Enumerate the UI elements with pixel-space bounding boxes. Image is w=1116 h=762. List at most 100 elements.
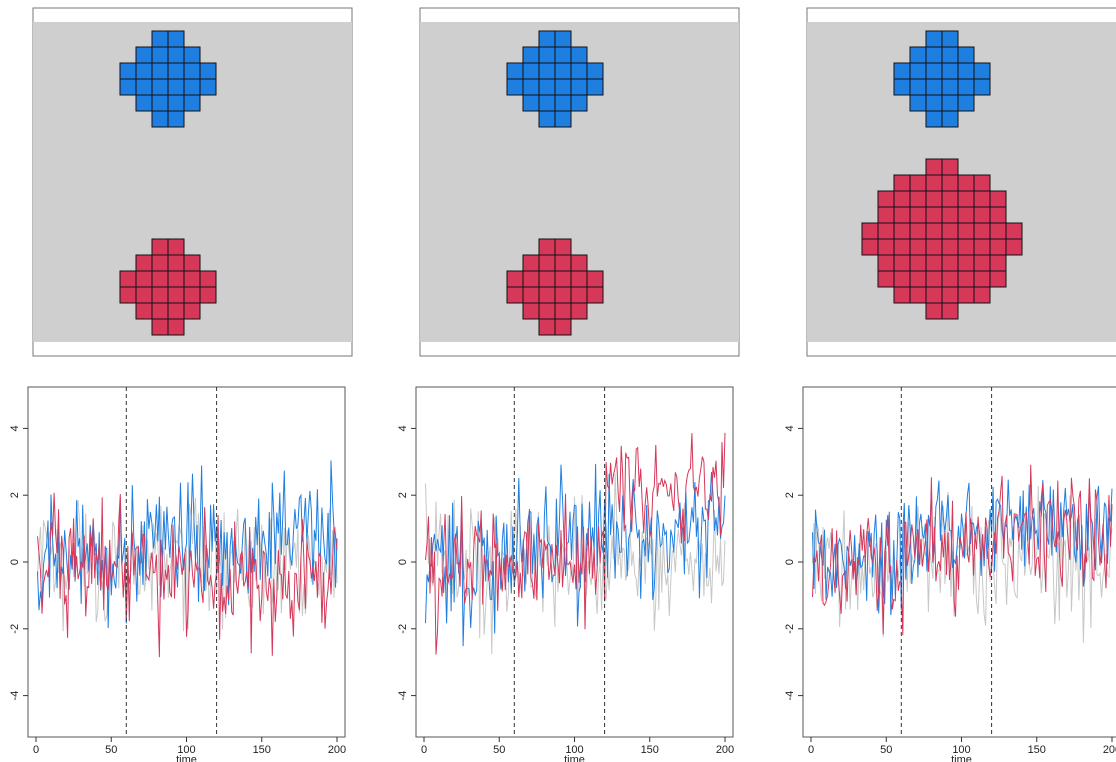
red-cell [1005, 222, 1023, 240]
x-tick-label: 150 [1028, 744, 1046, 756]
red-cell [151, 302, 169, 320]
red-cell [973, 238, 991, 256]
red-cell [135, 254, 153, 272]
red-cell [151, 270, 169, 288]
blue-cell [554, 78, 572, 96]
red-cell [135, 286, 153, 304]
blue-cell [925, 78, 943, 96]
red-cell [989, 254, 1007, 272]
x-tick-label: 100 [177, 744, 195, 756]
series-line-red [37, 492, 338, 658]
red-cell [167, 238, 185, 256]
red-cell [973, 254, 991, 272]
x-tick-label: 0 [421, 744, 427, 756]
red-cell [925, 174, 943, 192]
red-cell [861, 222, 879, 240]
map-panel-2 [419, 7, 740, 357]
red-cell [941, 238, 959, 256]
red-cell [522, 270, 540, 288]
red-cell [135, 302, 153, 320]
y-tick-label: -2 [9, 624, 21, 634]
blue-cell [909, 78, 927, 96]
blue-cell [151, 30, 169, 48]
red-cell [957, 238, 975, 256]
red-cell [570, 270, 588, 288]
series-line-gray_series [37, 497, 338, 632]
red-cell [989, 190, 1007, 208]
red-cell [183, 254, 201, 272]
blue-cell [506, 78, 524, 96]
x-tick-label: 0 [33, 744, 39, 756]
blue-cell [941, 78, 959, 96]
red-cell [538, 270, 556, 288]
blue-cell [941, 110, 959, 128]
blue-cell [925, 62, 943, 80]
red-cell [151, 238, 169, 256]
blue-cell [941, 46, 959, 64]
series-line-red [425, 432, 726, 655]
blue-cell [925, 30, 943, 48]
red-cell [925, 238, 943, 256]
blue-cell [909, 94, 927, 112]
red-cell [973, 222, 991, 240]
red-cell [119, 270, 137, 288]
y-tick-label: 0 [9, 559, 21, 565]
red-cell [893, 174, 911, 192]
blue-region [893, 30, 991, 128]
blue-cell [586, 62, 604, 80]
blue-cell [151, 46, 169, 64]
red-cell [570, 286, 588, 304]
map-panel-1 [32, 7, 353, 357]
blue-cell [554, 62, 572, 80]
blue-cell [586, 78, 604, 96]
blue-cell [957, 62, 975, 80]
blue-cell [941, 62, 959, 80]
red-cell [925, 286, 943, 304]
blue-cell [941, 94, 959, 112]
red-cell [941, 206, 959, 224]
red-cell [973, 190, 991, 208]
red-cell [973, 174, 991, 192]
red-cell [957, 206, 975, 224]
red-cell [893, 206, 911, 224]
x-tick-label: 150 [641, 744, 659, 756]
red-cell [941, 158, 959, 176]
red-cell [199, 286, 217, 304]
red-cell [554, 286, 572, 304]
red-cell [570, 254, 588, 272]
red-cell [538, 318, 556, 336]
blue-cell [167, 78, 185, 96]
blue-cell [167, 110, 185, 128]
blue-cell [957, 46, 975, 64]
red-cell [989, 238, 1007, 256]
blue-cell [538, 110, 556, 128]
red-cell [925, 222, 943, 240]
x-tick-label: 100 [565, 744, 583, 756]
red-cell [167, 270, 185, 288]
red-cell [538, 302, 556, 320]
y-tick-label: -4 [9, 691, 21, 701]
red-cell [877, 238, 895, 256]
timeseries-panel-3: 0 50 100 150 200 time -4 -2 0 2 4 [784, 386, 1116, 762]
red-cell [909, 206, 927, 224]
series-line-red [812, 464, 1113, 636]
red-cell [522, 286, 540, 304]
y-tick-label: -2 [397, 624, 409, 634]
blue-cell [925, 110, 943, 128]
blue-cell [167, 62, 185, 80]
red-cell [893, 270, 911, 288]
blue-cell [554, 94, 572, 112]
red-cell [877, 254, 895, 272]
blue-cell [893, 78, 911, 96]
red-cell [893, 190, 911, 208]
red-cell [973, 270, 991, 288]
x-tick-label: 50 [880, 744, 892, 756]
red-cell [151, 286, 169, 304]
blue-cell [167, 94, 185, 112]
red-cell [957, 270, 975, 288]
series-line-blue [37, 460, 338, 629]
blue-cell [522, 46, 540, 64]
blue-cell [183, 62, 201, 80]
blue-cell [925, 94, 943, 112]
red-cell [167, 254, 185, 272]
